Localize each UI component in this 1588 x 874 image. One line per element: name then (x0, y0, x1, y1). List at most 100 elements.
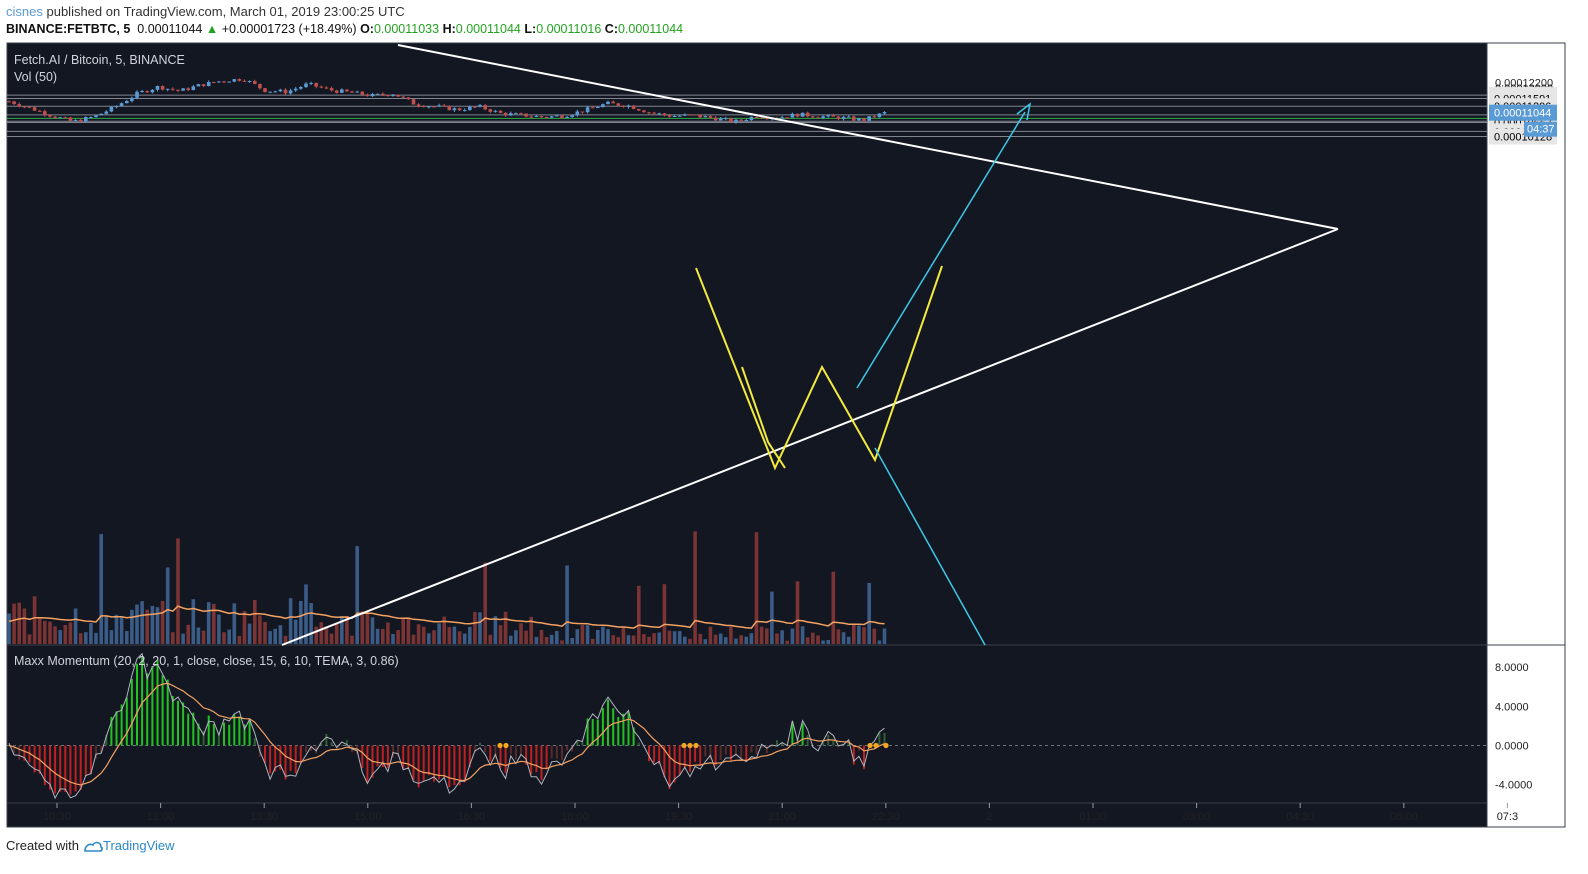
volume-bar (759, 626, 764, 644)
volume-bar (693, 531, 697, 644)
volume-bar (94, 632, 98, 644)
candle-body (329, 88, 334, 91)
time-tick-label: 13:30 (250, 811, 278, 823)
candle-body (12, 101, 16, 104)
candle-body (647, 112, 651, 114)
w-pattern-right[interactable] (741, 366, 786, 469)
volume-bar (278, 625, 283, 644)
volume-bar (534, 636, 539, 644)
candle-body (288, 90, 293, 94)
candle-body (396, 94, 400, 97)
candle-body (345, 89, 349, 92)
candle-body (201, 84, 206, 86)
volume-bar (140, 601, 144, 644)
volume-bar (68, 622, 73, 644)
candle-body (391, 94, 395, 96)
w-pattern-left[interactable] (695, 265, 943, 471)
bullish-arrow-line[interactable] (856, 111, 1026, 389)
candle-body (872, 116, 877, 118)
candle-body (386, 95, 390, 96)
candle-body (718, 118, 723, 121)
volume-bar (468, 626, 472, 644)
candle-body (447, 105, 452, 111)
candle-body (555, 115, 559, 117)
candle-body (816, 117, 820, 119)
candle-body (222, 81, 226, 83)
volume-bar (555, 630, 559, 644)
candle-body (27, 106, 32, 108)
candle-body (560, 115, 564, 118)
candle-body (217, 81, 221, 83)
volume-bar (84, 632, 88, 644)
signal-dot (681, 742, 687, 749)
candle-body (232, 79, 237, 82)
momentum-line (8, 652, 885, 800)
chart-frame (6, 42, 1566, 828)
volume-bar (734, 638, 738, 644)
candle-body (155, 86, 160, 90)
high-label: H: (442, 22, 456, 36)
candle-body (125, 101, 129, 104)
volume-bar (181, 633, 185, 644)
volume-bar (268, 631, 272, 644)
candle-body (565, 117, 569, 118)
volume-bar (437, 623, 441, 644)
volume-bar (206, 602, 211, 644)
candle-body (590, 107, 595, 109)
candle-body (114, 106, 119, 108)
volume-bar (99, 534, 103, 644)
volume-bar (637, 585, 641, 644)
candle-body (334, 90, 339, 93)
candle-body (237, 79, 242, 81)
pane-titles: Fetch.AI / Bitcoin, 5, BINANCE Vol (50) … (14, 53, 399, 668)
candle-body (724, 118, 728, 120)
candle-body (196, 84, 201, 87)
volume-bar (785, 640, 789, 644)
volume-bar (191, 599, 196, 644)
candle-body (360, 91, 365, 95)
candle-body (790, 113, 795, 118)
candle-body (437, 105, 441, 107)
candle-body (734, 119, 738, 123)
time-axis[interactable]: 10:30 12:00 13:30 15:00 16:30 18:00 19:30 21:00… (43, 803, 1518, 823)
volume-bar (196, 627, 201, 644)
tradingview-brand[interactable]: TradingView (83, 838, 175, 853)
bearish-arrow-line[interactable] (874, 447, 986, 646)
volume-bar (427, 633, 431, 644)
lower-trendline[interactable] (281, 228, 1339, 646)
candle-body (22, 106, 27, 108)
volume-bar (652, 633, 656, 644)
price-axis[interactable]: 0.000122000.000120000.000118000.00011400… (1489, 78, 1557, 145)
price-change: +0.00001723 (+18.49%) (221, 22, 357, 36)
drawings-layer[interactable] (281, 44, 1339, 646)
publisher-username[interactable]: cisnes (6, 4, 43, 19)
volume-bar (150, 605, 155, 644)
volume-bar (391, 634, 395, 644)
candle-body (314, 82, 318, 87)
volume-bar (677, 631, 682, 644)
volume-bar (365, 612, 370, 644)
volume-bar (114, 614, 119, 644)
candle-body (171, 88, 175, 90)
volume-bar (32, 596, 37, 644)
volume-bar (514, 630, 518, 644)
volume-ma-line (8, 605, 885, 629)
countdown-box (1524, 121, 1557, 137)
low-value: 0.00011016 (536, 22, 602, 36)
candle-body (642, 110, 646, 113)
upper-trendline[interactable] (397, 44, 1339, 230)
candle-body (616, 103, 621, 106)
candle-body (432, 106, 436, 108)
candle-body (457, 108, 462, 111)
candle-body (488, 109, 493, 112)
candle-body (877, 113, 882, 118)
symbol-label: BINANCE:FETBTC, 5 (6, 22, 131, 36)
candle-body (585, 107, 590, 113)
time-tick-label: 19:30 (665, 811, 693, 823)
candle-body (503, 112, 508, 116)
volume-bar (329, 633, 334, 644)
last-price: 0.00011044 (137, 22, 203, 36)
open-label: O: (360, 22, 374, 36)
candle-body (836, 116, 841, 120)
